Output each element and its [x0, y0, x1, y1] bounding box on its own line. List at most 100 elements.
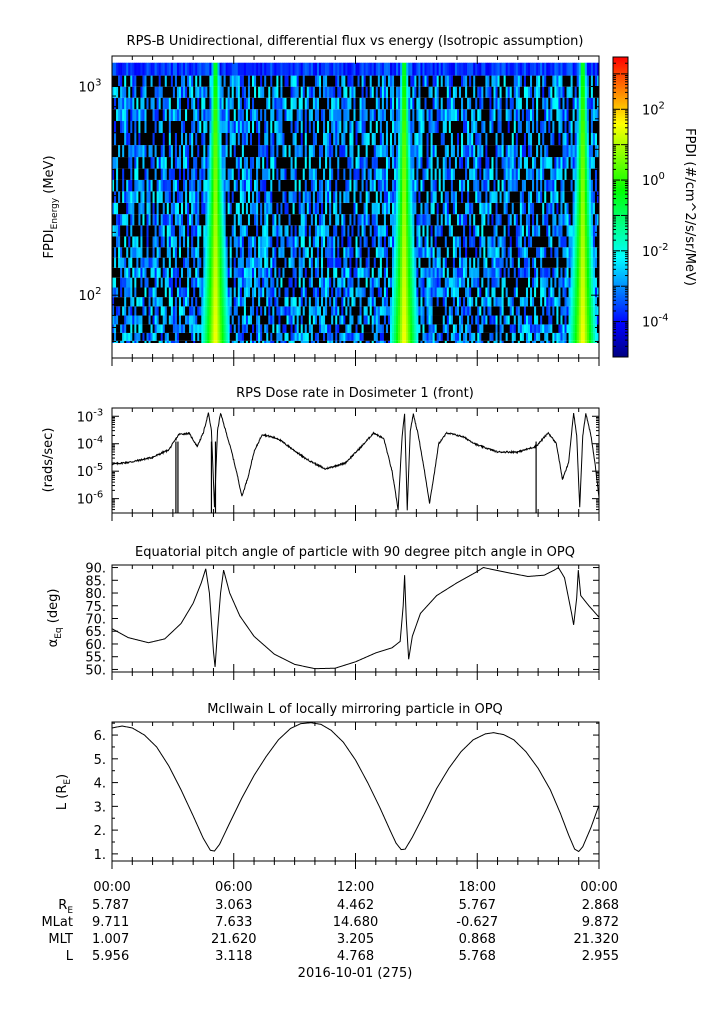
spectrogram-cell: [392, 145, 395, 158]
spectrogram-cell: [229, 168, 233, 180]
spectrogram-cell: [363, 287, 366, 298]
spectrogram-cell: [540, 277, 543, 288]
spectrogram-cell: [213, 225, 218, 237]
spectrogram-cell: [371, 340, 375, 343]
spectrogram-cell: [241, 97, 245, 110]
spectrogram-cell: [258, 179, 261, 192]
spectrogram-cell: [298, 332, 302, 341]
spectrogram-cell: [479, 277, 482, 288]
spectrogram-cell: [339, 145, 342, 158]
spectrogram-cell: [197, 214, 200, 226]
spectrogram-cell: [323, 236, 326, 248]
spectrogram-cell: [469, 306, 472, 316]
spectrogram-cell: [347, 191, 350, 203]
spectrogram-cell: [132, 315, 135, 325]
spectrogram-cell: [501, 97, 506, 110]
spectrogram-cell: [590, 225, 594, 237]
spectrogram-cell: [191, 86, 194, 98]
spectrogram-cell: [120, 247, 123, 258]
spectrogram-cell: [542, 247, 545, 258]
spectrogram-cell: [276, 86, 279, 98]
spectrogram-cell: [262, 236, 265, 248]
spectrogram-cell: [392, 332, 395, 341]
spectrogram-cell: [387, 340, 391, 343]
spectrogram-cell: [530, 267, 535, 278]
spectrogram-cell: [345, 297, 348, 307]
spectrogram-cell: [361, 247, 368, 258]
spectrogram-cell: [178, 287, 182, 298]
spectrogram-cell: [331, 287, 334, 298]
spectrogram-cell: [596, 306, 600, 316]
spectrogram-cell: [444, 120, 448, 133]
spectrogram-cell: [288, 257, 291, 268]
spectrogram-cell: [408, 191, 411, 203]
spectrogram-cell: [128, 145, 131, 158]
spectrogram-cell: [276, 236, 279, 248]
spectrogram-cell: [152, 157, 155, 169]
spectrogram-cell: [538, 332, 541, 341]
spectrogram-cell: [237, 340, 241, 343]
spectrogram-cell: [570, 157, 573, 169]
spectrogram-cell: [550, 225, 553, 237]
spectrogram-cell: [444, 324, 448, 333]
spectrogram-cell: [341, 315, 344, 325]
spectrogram-cell: [412, 168, 415, 180]
spectrogram-cell: [584, 225, 588, 237]
spectrogram-cell: [195, 287, 200, 298]
spectrogram-cell: [272, 287, 275, 298]
spectrogram-cell: [363, 179, 366, 192]
spectrogram-cell: [300, 97, 304, 110]
spectrogram-cell: [503, 179, 506, 192]
spectrogram-cell: [446, 236, 454, 248]
spectrogram-cell: [594, 267, 600, 278]
spectrogram-cell: [351, 214, 354, 226]
spectrogram-cell: [379, 202, 383, 215]
spectrogram-cell: [546, 157, 549, 169]
spectrogram-cell: [235, 225, 241, 237]
spectrogram-cell: [584, 277, 588, 288]
spectrogram-cell: [377, 168, 381, 180]
spectrogram-cell: [223, 109, 226, 121]
spectrogram-cell: [239, 168, 243, 180]
spectrogram-cell: [592, 145, 596, 158]
spectrogram-cell: [152, 179, 157, 192]
spectrogram-cell: [402, 306, 407, 316]
spectrogram-cell: [548, 287, 551, 298]
spectrogram-cell: [428, 109, 431, 121]
spectrogram-cell: [467, 306, 470, 316]
spectrogram-cell: [201, 277, 204, 288]
spectrogram-cell: [219, 267, 222, 278]
spectrogram-cell: [174, 179, 178, 192]
spectrogram-cell: [473, 168, 476, 180]
spectrogram-cell: [306, 86, 310, 98]
spectrogram-cell: [154, 267, 157, 278]
spectrogram-cell: [351, 257, 356, 268]
spectrogram-cell: [146, 191, 149, 203]
spectrogram-cell: [174, 145, 178, 158]
spectrogram-cell: [128, 306, 131, 316]
spectrogram-cell: [130, 132, 135, 146]
spectrogram-cell: [485, 297, 488, 307]
spectrogram-cell: [187, 157, 190, 169]
spectrogram-cell: [112, 97, 115, 110]
spectrogram-cell: [321, 257, 324, 268]
spectrogram-cell: [446, 306, 450, 316]
spectrogram-cell: [142, 267, 145, 278]
spectrogram-cell: [205, 132, 210, 146]
spectrogram-cell: [414, 225, 417, 237]
spectrogram-cell: [294, 120, 297, 133]
spectrogram-cell: [120, 267, 123, 278]
spectrogram-cell: [564, 287, 567, 298]
spectrogram-cell: [120, 214, 123, 226]
spectrogram-cell: [479, 145, 482, 158]
spectrogram-cell: [586, 225, 590, 237]
spectrogram-cell: [402, 277, 407, 288]
spectrogram-cell: [231, 225, 235, 237]
spectrogram-cell: [308, 97, 314, 110]
spectrogram-cell: [120, 324, 123, 333]
spectrogram-cell: [536, 315, 539, 325]
spectrogram-cell: [550, 236, 553, 248]
spectrogram-cell: [195, 267, 198, 278]
spectrogram-cell: [369, 297, 373, 307]
spectrogram-cell: [221, 109, 224, 121]
